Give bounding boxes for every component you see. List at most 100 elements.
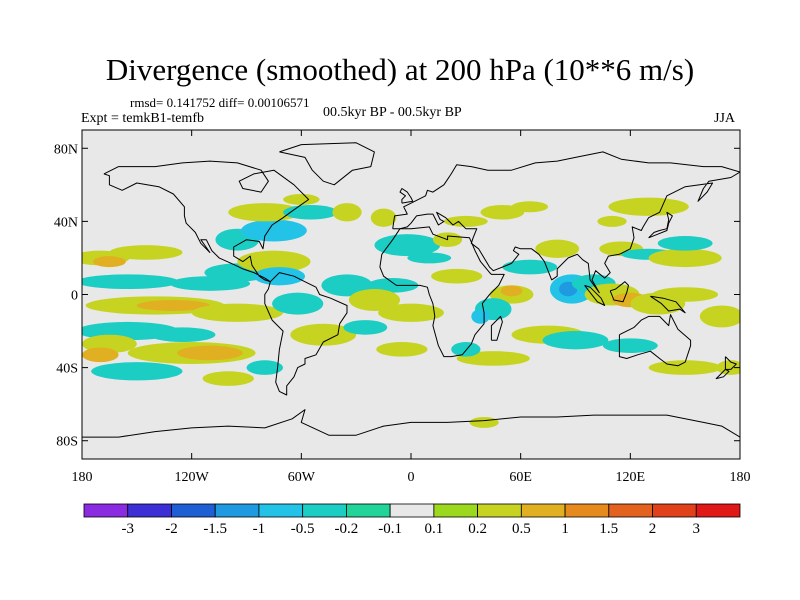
- anomaly-patch: [321, 274, 373, 297]
- chart-title: Divergence (smoothed) at 200 hPa (10**6 …: [105, 52, 695, 87]
- anomaly-patch: [136, 299, 210, 311]
- colorbar-swatch: [389, 503, 435, 518]
- colorbar-swatch: [477, 503, 522, 518]
- anomaly-patch: [542, 331, 609, 350]
- colorbar-swatch: [214, 503, 260, 518]
- stats-line: rmsd= 0.141752 diff= 0.00106571: [130, 95, 310, 110]
- colorbar-swatch: [345, 503, 391, 518]
- colorbar-swatch: [171, 503, 216, 518]
- colorbar-swatch: [83, 503, 129, 518]
- anomaly-patch: [502, 259, 558, 275]
- anomaly-patch: [202, 371, 254, 386]
- colorbar-label: 1: [561, 521, 569, 537]
- colorbar-swatch: [433, 503, 479, 518]
- x-tick-label: 60E: [509, 470, 532, 485]
- anomaly-patch: [608, 197, 689, 216]
- anomaly-patch: [109, 245, 183, 260]
- anomaly-patch: [602, 338, 658, 353]
- colorbar-label: -0.5: [291, 521, 315, 537]
- period-label: 00.5kyr BP - 00.5kyr BP: [323, 105, 462, 120]
- y-tick-label: 40N: [54, 215, 78, 230]
- colorbar-label: -3: [121, 521, 134, 537]
- season-label: JJA: [714, 111, 736, 126]
- y-tick-label: 80S: [56, 435, 78, 450]
- x-tick-label: 0: [408, 470, 415, 485]
- coastline-australia: [618, 314, 692, 367]
- anomaly-patch: [343, 320, 388, 335]
- coastline-south-america: [264, 272, 348, 396]
- coastlines: [82, 142, 740, 438]
- anomaly-patch: [367, 278, 419, 293]
- x-tick-label: 120E: [616, 470, 646, 485]
- anomaly-patch: [272, 292, 324, 315]
- anomaly-patch: [332, 203, 362, 222]
- colorbar-label: 0.5: [512, 521, 531, 537]
- coastline-africa: [379, 226, 505, 358]
- colorbar-label: 3: [693, 521, 701, 537]
- anomaly-patch: [500, 285, 523, 297]
- x-tick-label: 120W: [175, 470, 210, 485]
- coastline-madagascar: [490, 315, 503, 341]
- anomaly-patch: [191, 303, 284, 322]
- coastline-borneo: [609, 281, 629, 303]
- anomaly-patch: [283, 204, 338, 220]
- anomaly-patch: [348, 289, 401, 311]
- coastline-eurasia: [392, 151, 740, 294]
- colorbar-label: 1.5: [599, 521, 618, 537]
- y-tick-label: 80N: [54, 142, 78, 157]
- experiment-label: Expt = temkB1-temfb: [81, 111, 204, 126]
- anomaly-patch: [648, 248, 722, 268]
- anomaly-patch: [699, 305, 740, 328]
- anomaly-patch: [378, 303, 444, 322]
- anomaly-patch: [237, 250, 311, 273]
- colorbar-swatch: [302, 503, 347, 518]
- colorbar-label: 0.1: [424, 521, 443, 537]
- anomaly-patch: [283, 193, 320, 205]
- axis-ticks: 180 120W 60W 0 60E 120E 180 80N 40N 0 40S 80S: [54, 130, 751, 485]
- anomaly-patch: [376, 342, 428, 357]
- anomaly-patch: [91, 362, 183, 381]
- y-tick-label: 40S: [56, 362, 78, 377]
- x-tick-label: 60W: [288, 470, 316, 485]
- colorbar-label: 0.2: [468, 521, 487, 537]
- coastline-greenland: [279, 142, 375, 186]
- colorbar-label: -1.5: [203, 521, 227, 537]
- colorbar-label: -0.2: [335, 521, 359, 537]
- coastline-sumatra: [584, 284, 606, 306]
- colorbar-swatch: [652, 503, 697, 518]
- anomaly-patch: [652, 287, 719, 302]
- anomaly-patch: [451, 342, 481, 357]
- anomaly-patch: [246, 360, 284, 375]
- anomaly-patch: [82, 347, 119, 363]
- anomaly-patch: [535, 239, 580, 258]
- anomaly-patch: [290, 323, 357, 346]
- anomaly-patch: [471, 309, 490, 324]
- colorbar: -3 -2 -1.5 -1 -0.5 -0.2 -0.1 0.1 0.2 0.5 1 1.5 2 3: [83, 503, 741, 537]
- anomaly-patch: [177, 345, 243, 361]
- anomaly-patch: [149, 327, 216, 343]
- anomaly-patch: [657, 236, 713, 251]
- coastline-new-zealand-south: [715, 368, 730, 380]
- coastline-japan: [648, 211, 673, 239]
- colorbar-label: 2: [649, 521, 657, 537]
- colorbar-label: -0.1: [378, 521, 402, 537]
- anomaly-patch: [511, 201, 549, 213]
- anomaly-patch: [407, 252, 452, 264]
- y-tick-label: 0: [71, 289, 78, 304]
- anomaly-patch: [228, 203, 302, 222]
- anomaly-patch: [716, 360, 740, 375]
- anomaly-patch: [443, 215, 488, 227]
- x-tick-label: 180: [72, 470, 93, 485]
- anomaly-patch: [82, 274, 179, 290]
- anomaly-patch: [370, 208, 397, 227]
- colorbar-label: -2: [165, 521, 178, 537]
- colorbar-swatch: [564, 503, 610, 518]
- coastline-new-guinea: [650, 295, 686, 314]
- coastline-north-america: [103, 160, 310, 283]
- colorbar-swatch: [127, 503, 172, 518]
- coastline-antarctica: [82, 409, 740, 438]
- anomaly-patch: [241, 219, 307, 242]
- anomaly-patch: [469, 416, 499, 428]
- colorbar-label: -1: [253, 521, 266, 537]
